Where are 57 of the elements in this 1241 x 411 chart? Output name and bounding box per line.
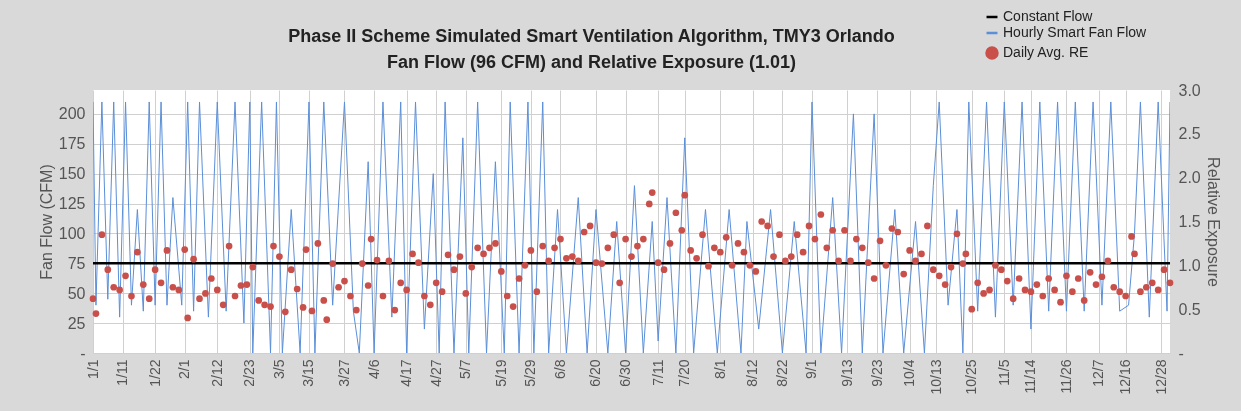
x-tick-label: 3/15	[300, 359, 317, 387]
x-tick-label: 1/11	[114, 359, 131, 386]
legend-label: Hourly Smart Fan Flow	[1003, 24, 1148, 40]
y-tick-label: 100	[58, 224, 86, 242]
x-tick-label: 2/12	[208, 359, 225, 387]
x-tick-label: 1/22	[146, 359, 163, 387]
y2-tick-label: 0.5	[1178, 300, 1201, 318]
y-tick-label: 175	[58, 135, 86, 153]
x-tick-label: 5/29	[522, 359, 539, 387]
x-tick-label: 8/12	[744, 359, 761, 387]
legend-label: Constant Flow	[1003, 8, 1094, 24]
x-tick-label: 6/8	[551, 359, 568, 379]
y-tick-label: 75	[67, 254, 86, 272]
x-tick-label: 4/17	[398, 359, 415, 387]
y2-axis-title: Relative Exposure	[1204, 157, 1222, 288]
y-tick-label: -	[80, 344, 86, 362]
x-tick-label: 4/6	[365, 359, 382, 379]
x-tick-label: 12/28	[1152, 359, 1169, 395]
x-tick-label: 8/22	[773, 359, 790, 387]
x-tick-label: 5/7	[457, 359, 474, 379]
y-tick-label: 150	[58, 165, 86, 183]
y-axis-title: Fan Flow (CFM)	[37, 164, 55, 280]
x-tick-label: 2/23	[241, 359, 258, 387]
y-tick-label: 125	[58, 195, 86, 213]
x-tick-label: 11/14	[1022, 359, 1039, 394]
x-tick-label: 11/5	[995, 359, 1012, 386]
x-tick-label: 9/1	[803, 359, 820, 379]
y2-tick-label: 3.0	[1178, 81, 1201, 99]
x-tick-label: 6/20	[587, 359, 604, 387]
x-tick-label: 10/25	[963, 359, 980, 395]
legend-label: Daily Avg. RE	[1003, 44, 1089, 60]
y-tick-label: 25	[67, 314, 86, 332]
x-tick-label: 9/13	[838, 359, 855, 387]
x-tick-label: 7/11	[649, 359, 666, 386]
x-tick-label: 2/1	[176, 359, 193, 379]
y-tick-label: 200	[58, 105, 86, 123]
x-tick-label: 8/1	[711, 359, 728, 379]
y-tick-label: 50	[67, 284, 86, 302]
x-tick-label: 3/5	[270, 359, 287, 379]
x-tick-label: 7/20	[676, 359, 693, 387]
chart-title: Phase II Scheme Simulated Smart Ventilation Algorithm, TMY3 Orlando Fan Flow (96 CFM) and Relative Exposure (1.01)	[288, 26, 895, 72]
x-tick-label: 10/13	[927, 359, 944, 395]
x-tick-label: 4/27	[427, 359, 444, 387]
x-tick-label: 3/27	[336, 359, 352, 387]
x-tick-label: 12/16	[1117, 359, 1134, 395]
y2-tick-label: 2.5	[1178, 125, 1201, 143]
x-tick-label: 11/26	[1057, 359, 1074, 394]
x-tick-label: 12/7	[1090, 359, 1107, 387]
y2-tick-label: -	[1178, 344, 1184, 362]
x-tick-label: 5/19	[492, 359, 509, 387]
y2-tick-label: 2.0	[1178, 169, 1201, 187]
y2-tick-label: 1.5	[1178, 213, 1201, 230]
x-tick-label: 1/1	[84, 359, 101, 379]
x-tick-label: 6/30	[617, 359, 634, 387]
x-tick-label: 10/4	[901, 359, 918, 387]
y2-tick-label: 1.0	[1178, 256, 1201, 274]
x-tick-label: 9/23	[868, 359, 885, 387]
